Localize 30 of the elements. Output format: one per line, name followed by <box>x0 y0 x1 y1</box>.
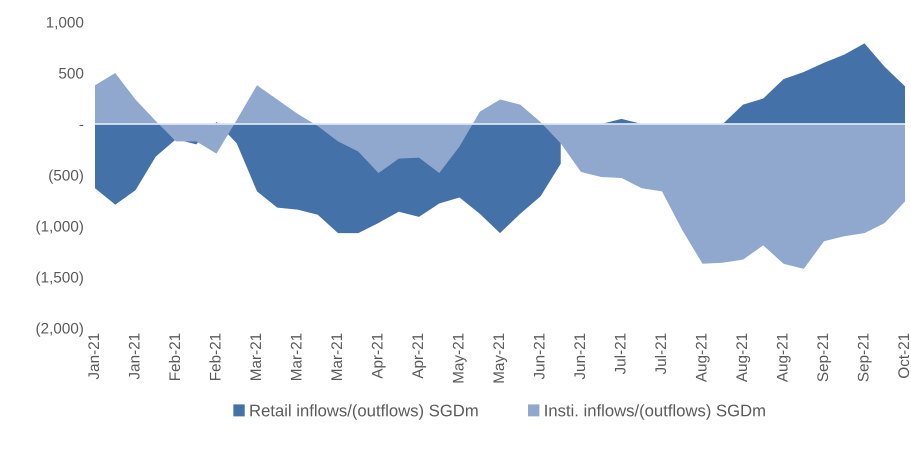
x-tick-label: Aug-21 <box>776 334 791 382</box>
x-tick-label: Jun-21 <box>574 334 586 380</box>
y-tick-label: (2,000) <box>36 322 83 337</box>
x-tick-label: Oct-21 <box>898 334 910 378</box>
x-tick-label: Aug-21 <box>696 334 710 382</box>
x-tick-label: Feb-21 <box>168 334 180 380</box>
x-tick-label: Mar-21 <box>250 334 262 380</box>
x-tick-label: Mar-21 <box>290 334 302 380</box>
x-tick-label: Mar-21 <box>331 334 342 380</box>
y-tick-label: (500) <box>49 169 83 184</box>
x-tick-label: May-21 <box>493 334 508 383</box>
x-tick-label: May-21 <box>452 334 467 383</box>
x-tick-label: Jul-21 <box>614 334 626 374</box>
y-tick-label: - <box>79 124 84 126</box>
y-tick-label: 500 <box>59 68 84 79</box>
x-tick-label: Jun-21 <box>534 334 545 380</box>
x-tick-label: Jan-21 <box>88 334 100 380</box>
y-tick-label: 1,000 <box>46 16 84 30</box>
x-tick-label: Jul-21 <box>654 334 666 374</box>
x-tick-label: Apr-21 <box>412 334 426 379</box>
y-tick-label: (1,000) <box>36 220 83 235</box>
legend-label: Retail inflows/(outflows) SGDm <box>250 404 478 420</box>
x-tick-label: Sep-21 <box>817 334 832 382</box>
x-tick-label: Sep-21 <box>858 334 872 382</box>
x-tick-label: Apr-21 <box>372 334 386 379</box>
legend-label: Insti. inflows/(outflows) SGDm <box>545 404 765 420</box>
y-tick-label: (1,500) <box>36 271 83 286</box>
x-tick-label: Feb-21 <box>209 334 221 380</box>
x-tick-label: Jan-21 <box>128 334 140 380</box>
x-tick-label: Aug-21 <box>736 334 750 382</box>
